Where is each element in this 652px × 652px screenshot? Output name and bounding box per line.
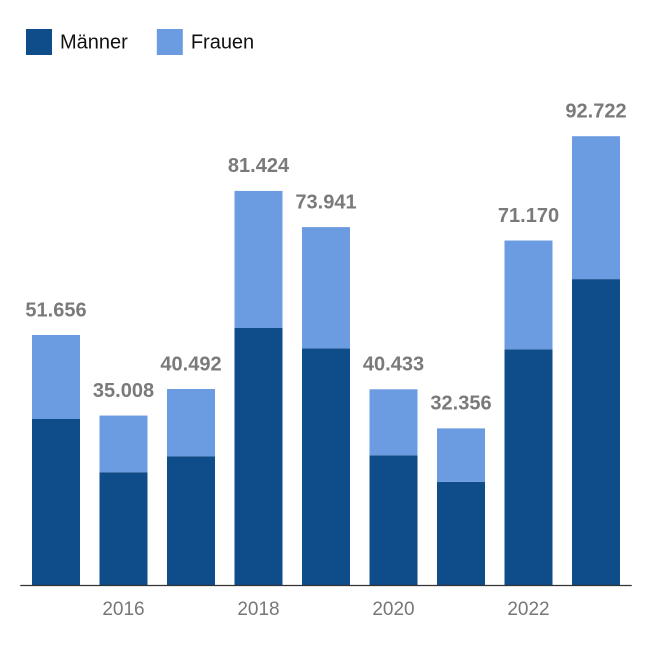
total-label: 81.424 — [228, 155, 290, 177]
bar-segment — [234, 327, 283, 585]
bar-segment — [99, 472, 148, 585]
bar-segment — [437, 481, 485, 585]
bar-segment — [504, 240, 553, 350]
x-tick-label: 2020 — [372, 599, 414, 620]
legend-swatch — [26, 29, 52, 55]
bar-segment — [572, 136, 620, 280]
bar-segment — [167, 456, 215, 585]
x-tick-label: 2018 — [237, 599, 279, 620]
total-label: 71.170 — [498, 205, 559, 227]
bar-segment — [32, 334, 80, 419]
bar-segment — [302, 227, 350, 349]
total-label: 40.433 — [363, 354, 424, 376]
legend-label: Männer — [60, 31, 128, 53]
bar-segment — [369, 455, 418, 585]
bar-segment — [302, 348, 350, 585]
total-label: 51.656 — [25, 299, 86, 321]
total-label: 40.492 — [160, 353, 221, 375]
bar-segment — [167, 389, 215, 457]
bar-segment — [369, 389, 418, 456]
bar-segment — [572, 279, 620, 585]
x-tick-label: 2022 — [507, 599, 549, 620]
total-label: 73.941 — [295, 191, 356, 213]
bar-segment — [437, 428, 485, 482]
total-label: 35.008 — [93, 380, 154, 402]
total-label: 92.722 — [565, 101, 626, 123]
bar-segment — [99, 415, 148, 473]
bar-segment — [504, 349, 553, 585]
total-label: 32.356 — [430, 393, 491, 415]
legend-label: Frauen — [191, 31, 254, 53]
legend-swatch — [156, 29, 183, 55]
bar-segment — [234, 190, 283, 328]
bar-segment — [32, 418, 80, 585]
x-tick-label: 2016 — [102, 599, 144, 620]
